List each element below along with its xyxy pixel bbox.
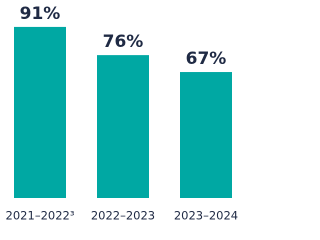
bar xyxy=(97,55,149,199)
value-label: 91% xyxy=(20,4,61,24)
x-tick-label: 2023–2024 xyxy=(174,209,238,223)
bar xyxy=(180,72,232,198)
x-tick-label: 2022–2023 xyxy=(91,209,155,223)
x-tick-label: 2021–2022³ xyxy=(6,209,75,223)
bar xyxy=(14,26,66,199)
value-label: 67% xyxy=(186,49,227,69)
chart: 91% 2021–2022³ 76% 2022–2023 67% 2023–2024 xyxy=(6,4,239,223)
value-label: 76% xyxy=(103,32,144,52)
